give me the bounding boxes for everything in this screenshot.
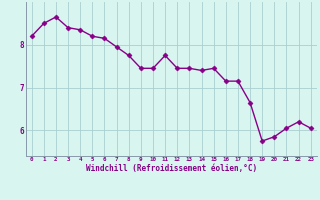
X-axis label: Windchill (Refroidissement éolien,°C): Windchill (Refroidissement éolien,°C) xyxy=(86,164,257,173)
